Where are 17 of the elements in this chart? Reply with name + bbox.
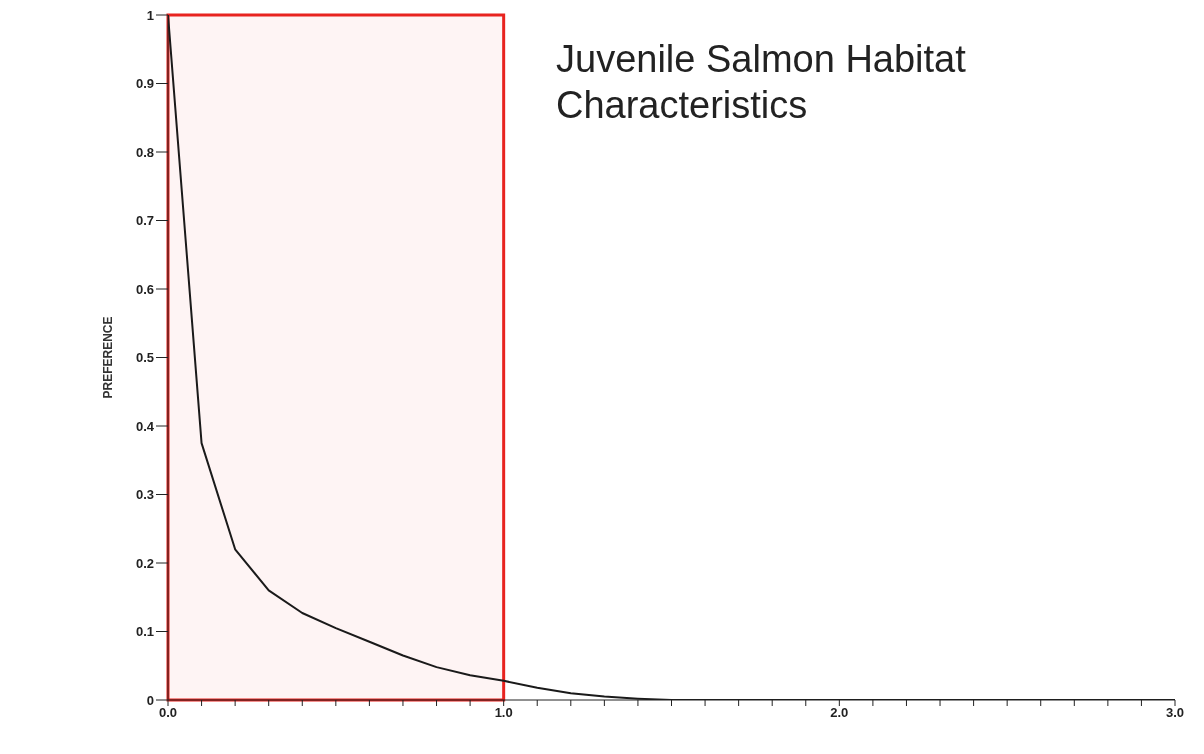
y-tick-label: 0.3 <box>135 487 154 503</box>
x-tick-label: 3.0 <box>1165 705 1185 721</box>
x-tick-label: 0.0 <box>158 705 178 721</box>
y-tick-label: 0.9 <box>135 76 154 92</box>
y-tick-label: 0.8 <box>135 144 154 160</box>
y-tick-label: 0 <box>146 692 154 708</box>
y-tick-label: 0.2 <box>135 555 154 571</box>
y-tick-label: 1 <box>146 7 154 23</box>
y-tick-label: 0.7 <box>135 213 154 229</box>
y-tick-label: 0.5 <box>135 350 154 366</box>
x-tick-label: 1.0 <box>494 705 513 721</box>
x-tick-label: 2.0 <box>830 705 849 721</box>
text: Juvenile Salmon Habitat Characteristics <box>556 37 967 128</box>
y-tick-label: 0.1 <box>135 624 154 640</box>
y-axis-title: PREFERENCE <box>101 316 116 399</box>
y-tick-label: 0.4 <box>135 418 155 434</box>
y-tick-label: 0.6 <box>135 281 154 297</box>
